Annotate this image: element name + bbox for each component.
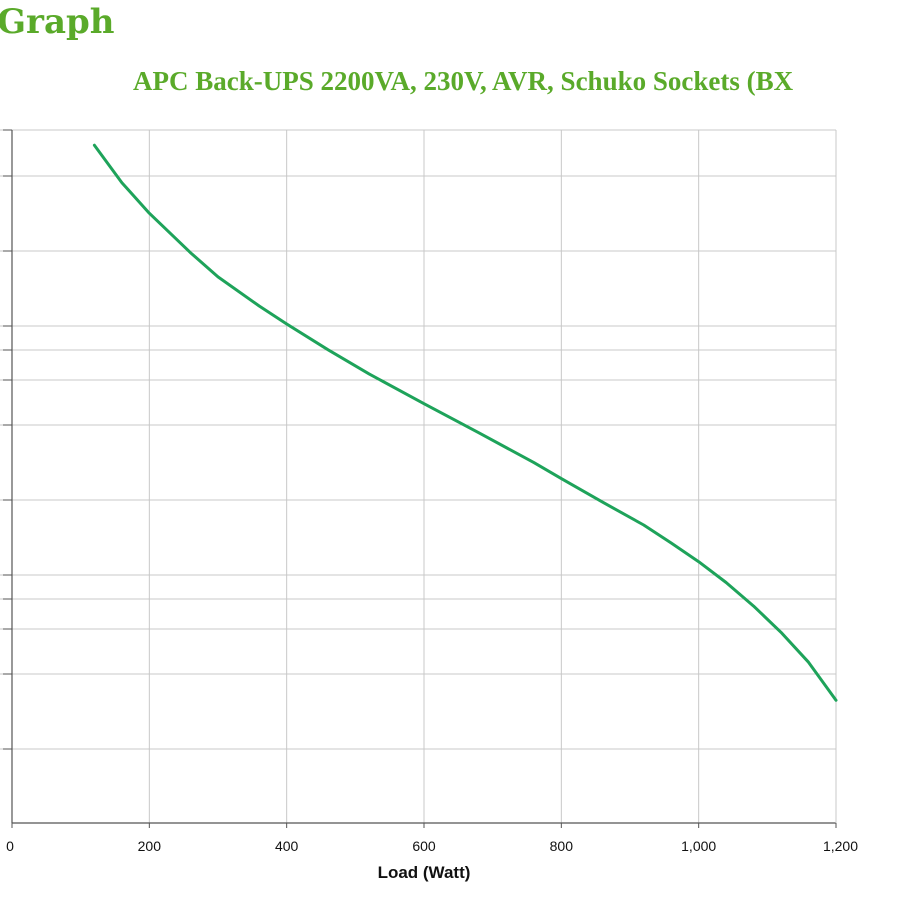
x-axis-label: Load (Watt): [378, 863, 471, 882]
x-tick-label: 0: [6, 838, 14, 854]
x-tick-label: 1,000: [681, 838, 716, 854]
page-heading: Graph: [0, 2, 115, 42]
x-tick-label: 600: [412, 838, 436, 854]
x-tick-label: 800: [550, 838, 574, 854]
x-axis-ticks: 0 200 400 600 800 1,000 1,200: [6, 823, 858, 854]
x-tick-label: 1,200: [823, 838, 858, 854]
horizontal-gridlines: [0, 129, 836, 750]
x-tick-label: 400: [275, 838, 299, 854]
vertical-gridlines: [148, 130, 837, 823]
x-tick-label: 200: [138, 838, 162, 854]
series-group: [92, 143, 838, 702]
runtime-curve: [92, 143, 838, 702]
chart-title: APC Back-UPS 2200VA, 230V, AVR, Schuko S…: [133, 66, 794, 96]
